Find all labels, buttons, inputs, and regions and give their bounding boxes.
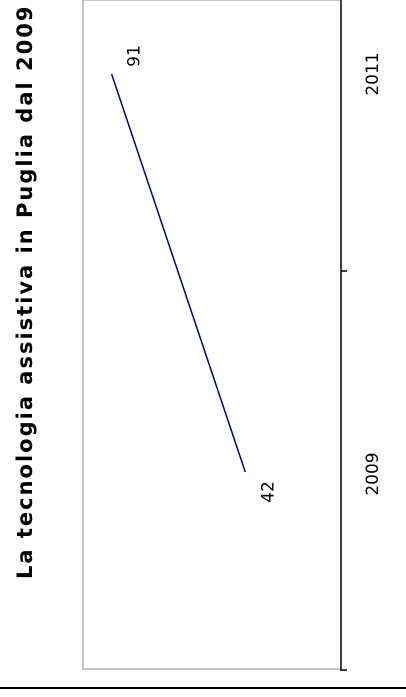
- plot-area: [82, 0, 342, 670]
- series-line: [110, 73, 247, 473]
- chart-title: La tecnologia assistiva in Puglia dal 20…: [13, 5, 37, 579]
- category-label-2011: 2011: [363, 52, 383, 95]
- data-label-2011: 91: [125, 45, 145, 67]
- data-label-2009: 42: [258, 481, 278, 503]
- category-label-2009: 2009: [363, 452, 383, 495]
